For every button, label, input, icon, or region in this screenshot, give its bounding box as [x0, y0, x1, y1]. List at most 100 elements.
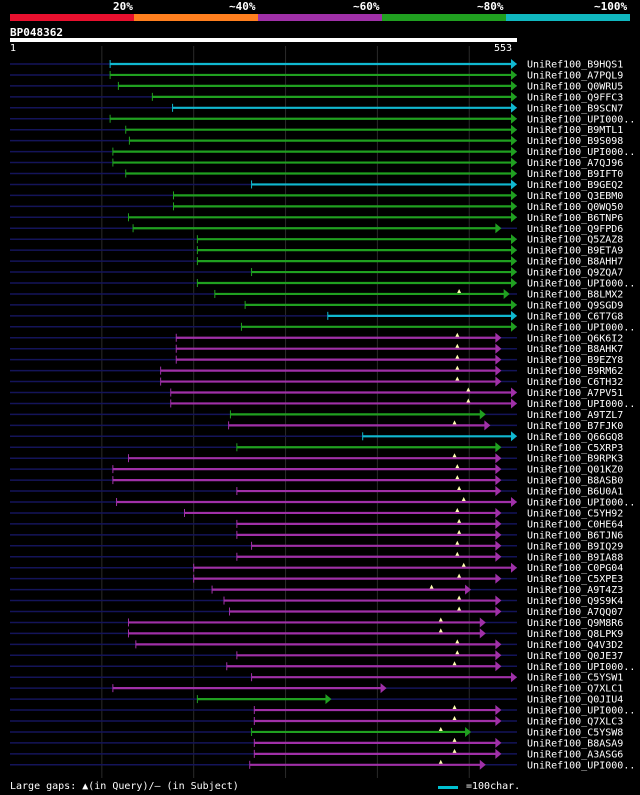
hit-arrow: [495, 464, 502, 475]
legend-label-20: 20%: [113, 0, 133, 13]
hit-label: UniRef100_A9T4Z3: [527, 585, 623, 596]
gap-marker: [457, 529, 462, 534]
hit-arrow: [495, 716, 502, 726]
scale-end: 553: [494, 43, 513, 54]
gap-marker: [466, 398, 471, 403]
gap-marker: [452, 716, 457, 720]
hit-label: UniRef100_Q0WRU5: [527, 81, 623, 92]
hit-label: UniRef100_Q9ZQA7: [527, 268, 623, 279]
hit-label: UniRef100_Q4V3D2: [527, 640, 623, 651]
hit-arrow: [511, 562, 517, 573]
hit-label: UniRef100_C5XRP3: [527, 443, 623, 454]
scale-start: 1: [10, 43, 17, 54]
hit-arrow: [495, 442, 502, 453]
hit-label: UniRef100_B9S098: [527, 136, 623, 147]
hit-label: UniRef100_A3ASG6: [527, 749, 623, 760]
hit-label: UniRef100_A7QJ96: [527, 158, 623, 169]
hit-arrow: [495, 507, 502, 518]
hit-arrow: [511, 201, 517, 212]
gap-marker: [457, 573, 462, 578]
hit-label: UniRef100_B9ETA9: [527, 246, 623, 257]
scale-key-text: =100char.: [466, 781, 521, 792]
hit-arrow: [495, 343, 502, 354]
hit-label: UniRef100_A7PV51: [527, 388, 623, 399]
gap-marker: [438, 759, 443, 764]
hit-arrow: [503, 288, 510, 299]
hit-arrow: [495, 606, 502, 617]
legend-label-100: ~100%: [594, 0, 628, 13]
hit-label: UniRef100_C6TH32: [527, 377, 623, 388]
hit-arrow: [495, 453, 502, 464]
gap-marker: [455, 365, 460, 370]
gap-marker: [429, 584, 434, 589]
hit-label: UniRef100_B9SCN7: [527, 103, 623, 114]
hit-label: UniRef100_Q0JE37: [527, 651, 623, 662]
hit-label: UniRef100_Q5ZAZ8: [527, 235, 623, 246]
hit-arrow: [511, 91, 517, 102]
hit-arrow: [495, 475, 502, 486]
gap-marker: [457, 288, 462, 293]
hit-arrow: [495, 661, 502, 672]
hit-arrow: [511, 310, 517, 321]
hit-arrow: [511, 168, 517, 179]
legend-swatch-60: [258, 14, 382, 21]
hit-arrow: [479, 409, 486, 420]
hit-label: UniRef100_C6T7G8: [527, 311, 623, 322]
gap-marker: [461, 562, 466, 567]
gap-marker: [438, 617, 443, 622]
hit-arrow: [495, 365, 502, 376]
hit-arrow: [511, 234, 517, 245]
hit-arrow: [511, 387, 517, 398]
hit-arrow: [495, 748, 502, 759]
gap-marker: [452, 420, 457, 425]
gap-marker: [455, 475, 460, 480]
hit-arrow: [495, 354, 502, 365]
gap-marker: [455, 639, 460, 644]
hit-arrow: [495, 639, 502, 650]
hit-arrow: [511, 124, 517, 135]
gap-marker: [455, 343, 460, 348]
hit-label: UniRef100_A7PQL9: [527, 70, 623, 81]
hit-label: UniRef100_Q7XLC3: [527, 717, 623, 728]
legend-label-60: ~60%: [353, 0, 380, 13]
hit-arrow: [495, 595, 502, 606]
hit-label: UniRef100_Q9SGD9: [527, 300, 623, 311]
query-bar: [10, 38, 517, 42]
gap-marker: [457, 606, 462, 611]
hit-arrow: [479, 759, 486, 770]
hit-arrow: [479, 628, 486, 639]
hit-arrow: [495, 540, 502, 551]
hit-arrow: [495, 705, 502, 716]
gap-marker: [455, 464, 460, 469]
hit-arrow: [511, 80, 517, 91]
hit-label: UniRef100_B6U0A1: [527, 487, 623, 498]
gap-marker: [452, 453, 457, 458]
hit-arrow: [511, 59, 517, 69]
hit-arrow: [465, 584, 472, 595]
hit-arrow: [495, 529, 502, 540]
gap-marker: [455, 551, 460, 556]
hit-label: UniRef100_Q01KZ0: [527, 465, 623, 476]
gap-marker: [438, 726, 443, 731]
gap-marker: [438, 628, 443, 633]
hit-label: UniRef100_UPI000..: [527, 114, 635, 125]
hit-label: UniRef100_Q3EBM0: [527, 191, 623, 202]
hit-label: UniRef100_B9IFT0: [527, 169, 623, 180]
legend-swatch-20: [10, 14, 134, 21]
gap-marker: [455, 650, 460, 655]
gap-marker: [455, 507, 460, 512]
hit-label: UniRef100_C0HE64: [527, 519, 623, 530]
hit-label: UniRef100_A7QQ07: [527, 607, 623, 618]
hit-label: UniRef100_B8LMX2: [527, 289, 623, 300]
hit-label: UniRef100_C0PG04: [527, 563, 623, 574]
hit-label: UniRef100_C5YSW8: [527, 727, 623, 738]
hit-label: UniRef100_Q66GQ8: [527, 432, 623, 443]
gap-marker: [455, 376, 460, 381]
hit-arrow: [479, 617, 486, 628]
hit-arrow: [511, 157, 517, 168]
hit-arrow: [511, 398, 517, 409]
hit-label: UniRef100_UPI000..: [527, 147, 635, 158]
hit-arrow: [495, 650, 502, 661]
hit-label: UniRef100_UPI000..: [527, 322, 635, 333]
hit-label: UniRef100_C5XPE3: [527, 574, 623, 585]
